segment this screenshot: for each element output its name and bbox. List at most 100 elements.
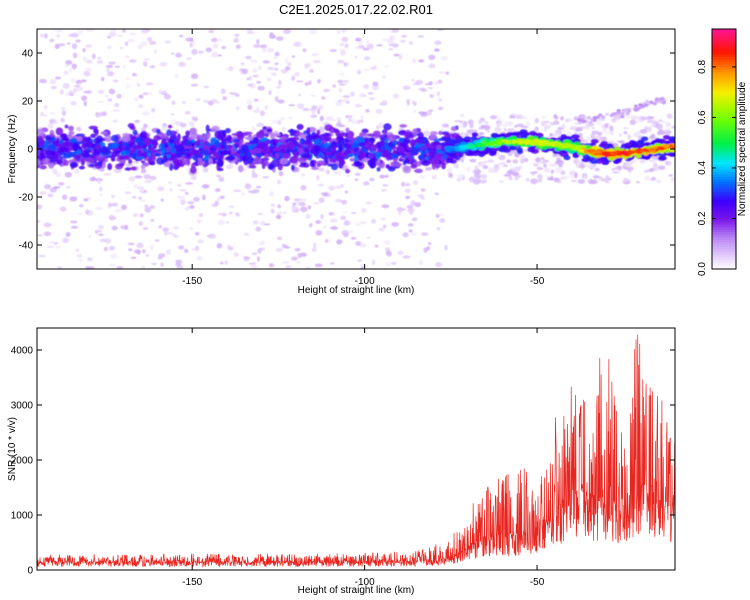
heatmap-cell: [138, 94, 144, 99]
heatmap-cell: [549, 122, 556, 126]
heatmap-cell: [192, 41, 196, 46]
heatmap-cell: [149, 40, 157, 45]
heatmap-cell: [68, 90, 74, 94]
colorbar-tick-label: 0.6: [697, 110, 708, 124]
colorbar-segment: [712, 111, 736, 115]
heatmap-cell: [418, 259, 424, 266]
heatmap-cell: [453, 119, 462, 123]
heatmap-cell: [281, 261, 290, 264]
heatmap-cell: [140, 168, 147, 174]
heatmap-cell: [423, 247, 428, 253]
heatmap-cell: [140, 164, 146, 169]
heatmap-cell: [320, 214, 324, 220]
heatmap-cell: [404, 131, 411, 139]
heatmap-cell: [305, 135, 313, 142]
heatmap-cell: [104, 246, 108, 252]
heatmap-cell: [622, 177, 629, 183]
heatmap-cell: [274, 51, 280, 57]
heatmap-cell: [353, 155, 358, 162]
heatmap-cell: [578, 164, 586, 169]
heatmap-cell: [341, 229, 350, 236]
heatmap-cell: [278, 171, 284, 177]
colorbar-segment: [712, 211, 736, 215]
heatmap-cell: [547, 177, 553, 181]
heatmap-cell: [90, 133, 96, 139]
heatmap-cell: [408, 41, 413, 45]
heatmap-cell: [359, 154, 366, 159]
heatmap-cell: [450, 126, 458, 132]
heatmap-cell: [420, 188, 426, 192]
heatmap-cell: [321, 96, 326, 100]
heatmap-cell: [510, 127, 515, 132]
heatmap-cell: [360, 266, 364, 269]
heatmap-cell: [304, 140, 311, 145]
heatmap-cell: [411, 78, 415, 82]
colorbar-segment: [712, 216, 736, 220]
colorbar-segment: [712, 104, 736, 108]
heatmap-cell: [133, 184, 138, 189]
heatmap-cell: [318, 126, 325, 133]
heatmap-cell: [61, 237, 70, 244]
heatmap-cell: [62, 118, 66, 123]
colorbar-segment: [712, 134, 736, 138]
heatmap-cell: [121, 29, 126, 33]
heatmap-cell: [149, 175, 157, 181]
heatmap-cell: [449, 139, 457, 145]
heatmap-cell: [132, 129, 138, 136]
heatmap-cell: [575, 160, 582, 165]
heatmap-cell: [251, 126, 256, 131]
heatmap-cell: [261, 47, 267, 53]
y-tick-label: 0: [27, 145, 33, 156]
heatmap-cell: [233, 152, 239, 157]
heatmap-cell: [142, 249, 146, 254]
heatmap-cell: [514, 124, 518, 128]
heatmap-cell: [194, 231, 200, 236]
colorbar-segment: [712, 31, 736, 35]
heatmap-cell: [591, 130, 599, 135]
heatmap-cell: [228, 205, 235, 209]
heatmap-cell: [374, 244, 379, 248]
colorbar-segment: [712, 254, 736, 258]
colorbar-segment: [712, 96, 736, 100]
heatmap-cell: [252, 189, 260, 194]
heatmap-cell: [370, 218, 377, 224]
heatmap-cell: [291, 164, 295, 171]
heatmap-cell: [512, 168, 518, 172]
heatmap-cell: [540, 157, 545, 161]
heatmap-cell: [629, 119, 637, 126]
colorbar-segment: [712, 94, 736, 98]
heatmap-cell: [116, 265, 124, 269]
heatmap-cell: [178, 34, 184, 38]
heatmap-cell: [110, 253, 118, 259]
heatmap-cell: [38, 254, 46, 258]
colorbar-segment: [712, 246, 736, 250]
heatmap-cell: [80, 158, 86, 166]
heatmap-cell: [269, 34, 276, 39]
heatmap-cell: [52, 186, 59, 190]
heatmap-cell: [351, 142, 360, 150]
heatmap-cell: [512, 159, 519, 164]
heatmap-cell: [469, 120, 474, 124]
heatmap-cell: [438, 71, 446, 74]
heatmap-cell: [126, 77, 130, 81]
heatmap-cell: [467, 143, 473, 147]
heatmap-cell: [598, 176, 603, 181]
heatmap-cell: [214, 188, 221, 193]
heatmap-cell: [56, 34, 60, 38]
heatmap-cell: [408, 229, 413, 233]
heatmap-cell: [421, 136, 429, 145]
colorbar-segment: [712, 231, 736, 235]
heatmap-cell: [440, 56, 448, 61]
heatmap-cell: [72, 143, 79, 152]
heatmap-cell: [107, 45, 112, 50]
heatmap-cell: [540, 120, 547, 127]
heatmap-cell: [212, 43, 219, 49]
heatmap-cell: [423, 154, 427, 158]
colorbar-segment: [712, 234, 736, 238]
heatmap-cell: [310, 114, 318, 118]
heatmap-cell: [313, 242, 317, 248]
heatmap-cell: [578, 121, 583, 125]
heatmap-cell: [252, 74, 259, 78]
heatmap-cell: [203, 85, 210, 89]
